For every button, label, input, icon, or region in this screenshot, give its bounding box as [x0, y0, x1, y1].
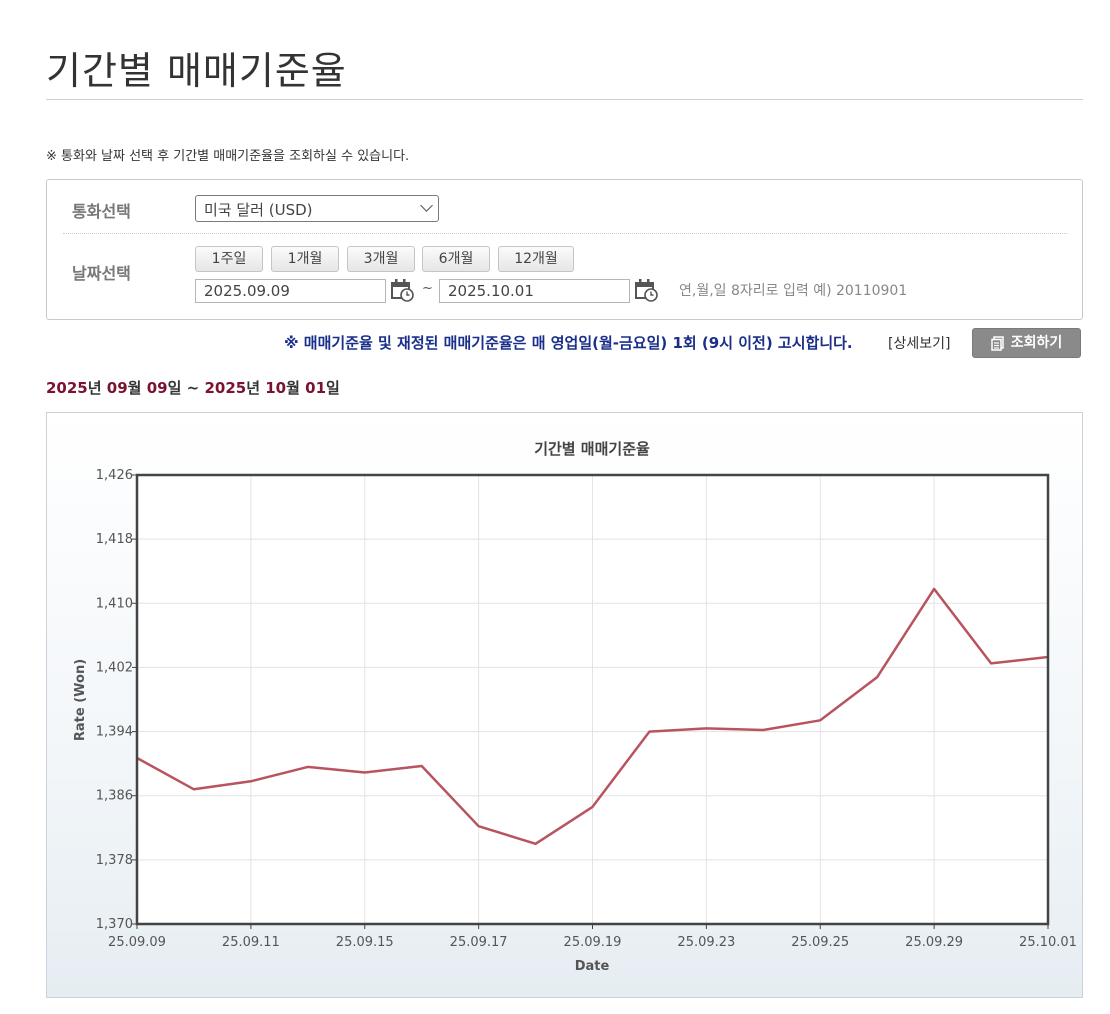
y-axis-ticks: 1,370 1,378 1,386 1,394 1,402 1,410 1,418 1,426 — [96, 468, 137, 932]
y-tick-label: 1,386 — [96, 789, 133, 804]
detail-link[interactable]: [상세보기] — [888, 336, 951, 352]
day-unit: 일 — [326, 379, 340, 397]
x-tick-label: 25.09.23 — [677, 935, 735, 950]
currency-select[interactable]: 미국 달러 (USD) — [195, 195, 439, 222]
page-title: 기간별 매매기준율 — [46, 49, 347, 93]
y-tick-label: 1,370 — [96, 917, 133, 932]
range-start-year: 2025 — [46, 379, 88, 397]
range-title: 2025년 09월 09일 ~ 2025년 10월 01일 — [46, 377, 340, 398]
month-unit: 월 — [127, 379, 142, 397]
x-axis-label: Date — [575, 959, 610, 974]
period-button-1week[interactable]: 1주일 — [195, 246, 263, 272]
rate-line-chart: 기간별 매매기준율 1,370 1,378 1,386 1,394 1,402 1,410… — [73, 440, 1077, 974]
calendar-icon[interactable] — [634, 278, 658, 302]
end-date-input[interactable]: 2025.10.01 — [439, 279, 630, 303]
y-tick-label: 1,394 — [96, 725, 133, 740]
x-tick-label: 25.09.09 — [108, 935, 166, 950]
calendar-icon[interactable] — [390, 278, 414, 302]
notice-text: ※ 통화와 날짜 선택 후 기간별 매매기준율을 조회하실 수 있습니다. — [46, 149, 410, 164]
date-format-hint: 연,월,일 8자리로 입력 예) 20110901 — [679, 283, 908, 299]
search-button-label: 조회하기 — [1010, 335, 1063, 351]
range-start-day: 09 — [146, 379, 168, 397]
range-separator: ~ — [186, 379, 200, 397]
period-button-12month[interactable]: 12개월 — [498, 246, 574, 272]
x-tick-label: 25.10.01 — [1019, 935, 1077, 950]
currency-select-value: 미국 달러 (USD) — [204, 201, 313, 219]
y-tick-label: 1,426 — [96, 468, 133, 483]
day-unit: 일 — [167, 379, 182, 397]
y-tick-label: 1,418 — [96, 532, 133, 547]
row-divider — [63, 233, 1067, 234]
x-tick-label: 25.09.17 — [450, 935, 508, 950]
range-start-month: 09 — [106, 379, 128, 397]
currency-label: 통화선택 — [72, 202, 131, 221]
x-tick-label: 25.09.11 — [222, 935, 280, 950]
y-axis-label: Rate (Won) — [73, 659, 88, 741]
month-unit: 월 — [286, 379, 300, 397]
year-unit: 년 — [87, 379, 102, 397]
chart-series — [136, 587, 1049, 846]
x-tick-label: 25.09.25 — [791, 935, 849, 950]
range-end-month: 10 — [265, 379, 287, 397]
x-tick-label: 25.09.15 — [336, 935, 394, 950]
chart-title: 기간별 매매기준율 — [534, 440, 650, 458]
x-axis-ticks: 25.09.09 25.09.11 25.09.15 25.09.17 25.09.19… — [108, 924, 1077, 950]
x-tick-label: 25.09.19 — [564, 935, 622, 950]
start-date-input[interactable]: 2025.09.09 — [195, 279, 386, 303]
announcement-text: ※ 매매기준율 및 재정된 매매기준율은 매 영업일(월-금요일) 1회 (9시… — [284, 334, 853, 352]
date-range-tilde: ~ — [422, 281, 433, 296]
range-end-day: 01 — [305, 379, 327, 397]
period-button-3month[interactable]: 3개월 — [347, 246, 415, 272]
title-divider — [46, 99, 1083, 100]
date-label: 날짜선택 — [72, 264, 131, 283]
series-line — [136, 587, 1049, 846]
y-tick-label: 1,378 — [96, 853, 133, 868]
period-button-6month[interactable]: 6개월 — [422, 246, 490, 272]
x-tick-label: 25.09.29 — [905, 935, 963, 950]
chevron-down-icon — [420, 199, 433, 212]
range-end-year: 2025 — [204, 379, 247, 397]
y-tick-label: 1,402 — [96, 660, 133, 675]
plot-border — [135, 473, 1050, 926]
year-unit: 년 — [246, 379, 261, 397]
y-tick-label: 1,410 — [96, 596, 133, 611]
rate-chart-panel: 기간별 매매기준율 1,370 1,378 1,386 1,394 1,402 1,410… — [46, 412, 1083, 998]
search-button[interactable]: 조회하기 — [972, 328, 1081, 358]
period-button-1month[interactable]: 1개월 — [271, 246, 339, 272]
search-panel: 통화선택 미국 달러 (USD) 날짜선택 1주일 1개월 3개월 6개월 12… — [46, 179, 1083, 320]
document-icon — [990, 335, 1004, 351]
